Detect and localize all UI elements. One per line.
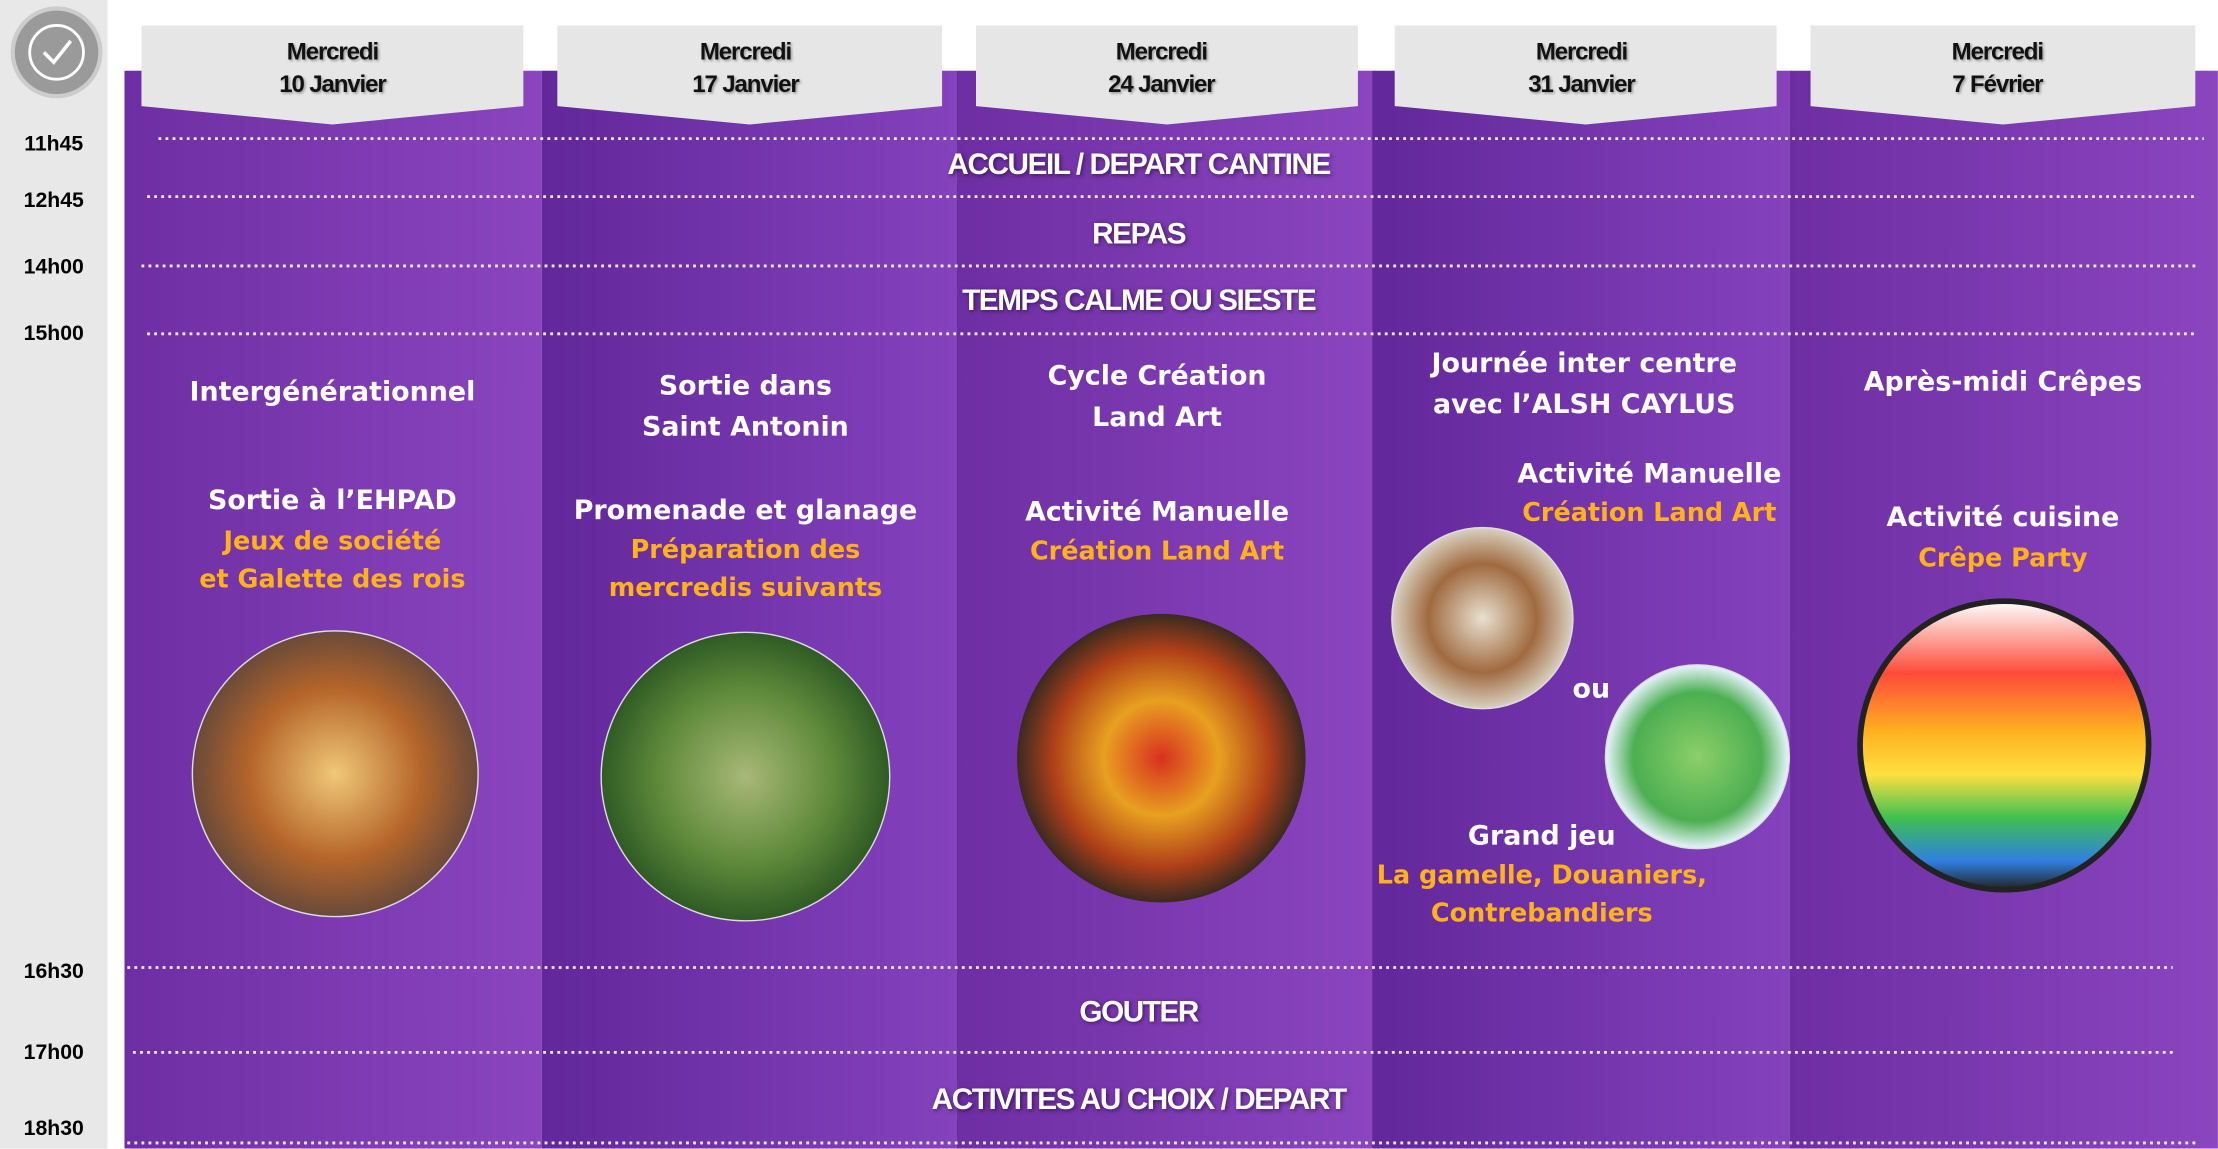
photo xyxy=(1860,601,2149,890)
day-weekday: Mercredi xyxy=(1952,38,2043,66)
theme: Après-midi Crêpes xyxy=(1864,366,2142,397)
theme: Saint Antonin xyxy=(642,412,849,443)
game-details: Contrebandiers xyxy=(1431,899,1653,929)
activity-details: et Galette des rois xyxy=(199,565,465,595)
slot-label: ACCUEIL / DEPART CANTINE xyxy=(947,149,1329,183)
theme: Sortie dans xyxy=(659,371,832,402)
activity: Activité cuisine xyxy=(1887,502,2120,533)
time-label: 12h45 xyxy=(24,189,84,213)
photo xyxy=(1392,528,1573,709)
time-label: 17h00 xyxy=(24,1040,84,1064)
slot-label: TEMPS CALME OU SIESTE xyxy=(962,284,1315,318)
time-label: 18h30 xyxy=(24,1117,84,1141)
theme: Cycle Création xyxy=(1048,361,1267,392)
day-date: 17 Janvier xyxy=(692,71,798,99)
theme: Journée inter centre xyxy=(1432,348,1737,379)
time-label: 11h45 xyxy=(24,132,83,156)
activity-details: Jeux de société xyxy=(224,527,442,557)
activity: Activité Manuelle xyxy=(1517,458,1781,489)
time-label: 16h30 xyxy=(24,960,84,984)
activity: Sortie à l’EHPAD xyxy=(208,485,457,516)
photo xyxy=(192,631,478,917)
or-label: ou xyxy=(1573,673,1611,704)
day-weekday: Mercredi xyxy=(1116,38,1207,66)
activity: Promenade et glanage xyxy=(574,495,918,526)
slot-label: ACTIVITES AU CHOIX / DEPART xyxy=(932,1084,1346,1118)
game-details: La gamelle, Douaniers, xyxy=(1377,861,1707,891)
photo xyxy=(1605,665,1789,849)
time-label: 14h00 xyxy=(24,255,84,279)
slot-label: GOUTER xyxy=(1079,996,1198,1030)
theme: avec l’ALSH CAYLUS xyxy=(1433,389,1735,420)
day-weekday: Mercredi xyxy=(287,38,378,66)
time-label: 15h00 xyxy=(24,322,84,346)
activity-details: Crêpe Party xyxy=(1918,544,2087,574)
photo xyxy=(601,632,890,921)
activity-details: Création Land Art xyxy=(1030,537,1284,567)
activity-details: mercredis suivants xyxy=(609,574,882,604)
day-date: 7 Février xyxy=(1952,71,2042,99)
day-weekday: Mercredi xyxy=(1536,38,1627,66)
day-weekday: Mercredi xyxy=(700,38,791,66)
photo xyxy=(1017,614,1306,903)
day-date: 10 Janvier xyxy=(279,71,385,99)
activity: Activité Manuelle xyxy=(1025,496,1289,527)
game: Grand jeu xyxy=(1468,820,1616,851)
day-date: 31 Janvier xyxy=(1528,71,1634,99)
theme: Intergénérationnel xyxy=(189,376,475,407)
theme: Land Art xyxy=(1092,402,1222,433)
day-date: 24 Janvier xyxy=(1108,71,1214,99)
activity-details: Création Land Art xyxy=(1522,499,1776,529)
slot-label: REPAS xyxy=(1092,218,1185,252)
page: 11h45 12h45 14h00 15h00 16h30 17h00 18h30 Mercr… xyxy=(0,0,2218,1149)
activity-details: Préparation des xyxy=(631,535,861,565)
